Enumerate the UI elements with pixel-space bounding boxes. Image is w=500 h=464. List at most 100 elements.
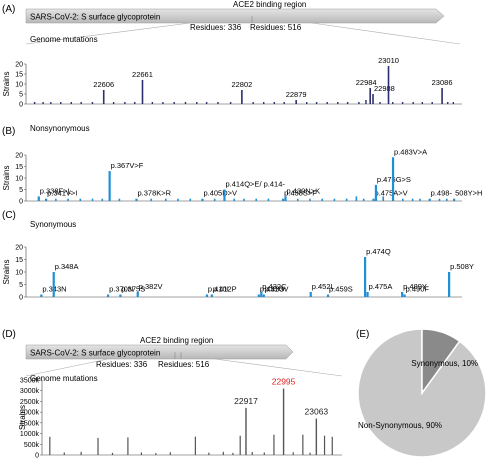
chart-a-data-label: 22988 — [374, 84, 395, 93]
pie-slice — [357, 328, 487, 458]
chart-b-bar — [150, 198, 152, 201]
chart-a-bar — [50, 102, 52, 104]
chart-a-bar — [102, 90, 105, 104]
chart-b-bar — [333, 198, 336, 201]
chart-c-bar — [262, 294, 265, 297]
chart-a-data-label: 22661 — [132, 70, 153, 79]
chart-a-bar — [315, 102, 318, 104]
chart-a-bar — [372, 94, 374, 104]
chart-c-bar — [119, 294, 122, 297]
residue-start-label: Residues: 336 — [190, 23, 242, 32]
chart-c-data-label: p.452L — [312, 282, 335, 291]
chart-b-bar — [402, 198, 404, 201]
chart-c-data-label: p.375S — [121, 285, 145, 294]
chart-b-ytick-label: 20 — [15, 153, 23, 160]
chart-b-bar — [411, 198, 414, 201]
chart-c-bar — [326, 294, 330, 297]
zoom-line-right — [311, 22, 461, 45]
residue-end-label-d: Residues: 516 — [158, 360, 210, 369]
pie-slice — [421, 328, 461, 396]
chart-b-bar — [189, 198, 192, 201]
chart-a-bar — [412, 102, 414, 104]
chart-a-bar — [91, 102, 94, 104]
chart-c-data-label: p.474Q — [366, 247, 391, 256]
chart-d-bar — [222, 451, 224, 455]
chart-a-bar — [295, 100, 297, 104]
chart-d-bar — [140, 452, 142, 455]
chart-genome-mutations: Genome mutations Strains 0 5 10 15 20 22606 2266… — [2, 35, 462, 109]
chart-c-bar — [40, 294, 43, 297]
chart-b-bar — [79, 198, 82, 201]
chart-b-bar — [374, 184, 378, 201]
chart-b-bar — [372, 198, 375, 201]
chart-a-bar — [42, 102, 44, 104]
chart-d-ytick-label: 2500k — [20, 399, 40, 406]
chart-a-bar — [241, 90, 243, 104]
chart-b-data-label: p.338F>L — [40, 186, 72, 195]
chart-b-bar — [267, 198, 270, 201]
chart-c-data-label: p.412P — [213, 285, 237, 294]
chart-c-bar — [403, 294, 406, 297]
ace2-region-label-d: ACE2 binding region — [140, 336, 213, 345]
chart-a-bar — [33, 102, 36, 104]
chart-a-bar — [306, 102, 308, 104]
chart-b-data-label: 508Y>H — [455, 189, 482, 198]
chart-synonymous: SynonymousStrains05101520p.343Np.348Ap.3… — [2, 220, 474, 302]
chart-a-bar — [151, 102, 154, 104]
chart-a-ytick-label: 10 — [15, 82, 23, 89]
chart-b-bar — [281, 198, 285, 201]
chart-d-bar — [245, 407, 247, 455]
pie-chart: Synonymous, 10% Non-Synonymous, 90% — [357, 328, 487, 458]
chart-c-data-label: p.431G — [260, 285, 285, 294]
chart-d-bar — [97, 437, 99, 455]
chart-d-bar — [309, 452, 311, 455]
chart-a-bar — [184, 102, 187, 104]
chart-a-bar — [283, 102, 285, 104]
chart-d-data-label: 22917 — [234, 396, 258, 406]
chart-a-ytick-label: 5 — [19, 92, 23, 99]
chart-a-bar — [392, 102, 394, 104]
chart-a-bar — [273, 102, 276, 104]
chart-a-bar — [173, 102, 175, 104]
chart-c-data-label: p.433V — [265, 285, 289, 294]
chart-c-data-label: p.475A — [369, 282, 393, 291]
chart-d-bar — [208, 452, 210, 455]
chart-c-bar — [363, 257, 367, 297]
chart-a-bar — [421, 102, 424, 104]
chart-b-data-label: p.405D>V — [203, 189, 237, 198]
protein-label: SARS-CoV-2: S surface glycoprotein — [30, 13, 160, 22]
pie-label-synonymous: Synonymous, 10% — [411, 359, 478, 368]
chart-b-bar — [419, 198, 421, 201]
chart-a-data-label: 23086 — [432, 78, 453, 87]
chart-b-bar — [355, 196, 358, 201]
chart-a-data-label: 22879 — [286, 90, 307, 99]
chart-b-bar — [55, 198, 57, 201]
chart-a-ytick-label: 20 — [15, 62, 23, 69]
chart-d-ytick-label: 2000k — [20, 410, 40, 417]
chart-b-bar — [201, 198, 204, 201]
chart-b-data-label: p.439N>K — [287, 186, 321, 195]
chart-c-data-label: p.410I — [208, 285, 229, 294]
residue-start-label-d: Residues: 336 — [96, 360, 148, 369]
chart-c-data-label: p.382V — [139, 282, 163, 291]
chart-a-bar — [252, 102, 254, 104]
chart-d-bar — [251, 452, 253, 455]
chart-d-ytick-label: 3000k — [20, 388, 40, 395]
chart-b-ytick-label: 10 — [15, 176, 23, 183]
chart-a-bar — [431, 102, 433, 104]
chart-a-bar — [401, 102, 404, 104]
chart-a-bar — [379, 102, 381, 104]
chart-b-ytick-label: 0 — [19, 199, 23, 206]
chart-c-data-label: p.370N — [109, 285, 133, 294]
chart-b-bar — [91, 198, 94, 201]
panel-label-e: (E) — [356, 329, 369, 340]
ace2-region-label: ACE2 binding region — [233, 0, 306, 9]
chart-a-bar — [326, 102, 328, 104]
chart-d-bar — [292, 452, 294, 455]
chart-c-title: Synonymous — [30, 220, 76, 229]
chart-d-ytick-label: 1000k — [20, 431, 40, 438]
chart-b-bar — [177, 198, 179, 201]
chart-a-bar — [217, 102, 219, 104]
chart-nonsynonymous: Nonsynonymous Strains 0 5 10 15 20 p.338F>Lp.34… — [2, 124, 482, 206]
chart-a-bar — [369, 88, 371, 104]
